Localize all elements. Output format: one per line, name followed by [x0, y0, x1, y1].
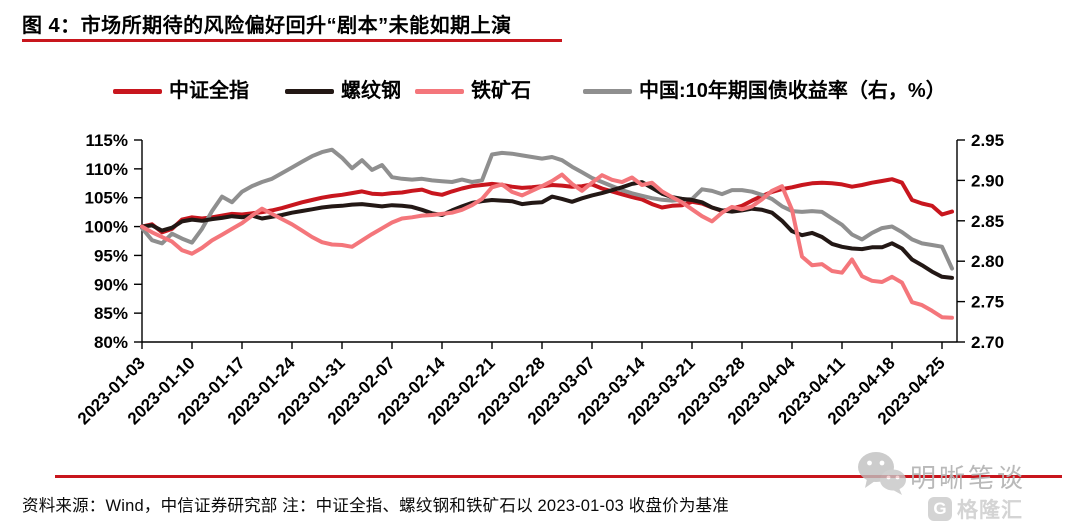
series-line-csi-all-share: [140, 177, 954, 235]
figure-title: 图 4：市场所期待的风险偏好回升“剧本”未能如期上演: [22, 15, 512, 37]
y-left-tick-label: 90%: [94, 275, 128, 294]
y-right-tick-label: 2.70: [971, 333, 1004, 352]
legend-item-iron-ore: 铁矿石: [415, 80, 531, 102]
series-line-rebar: [140, 180, 954, 280]
y-right-tick-label: 2.90: [971, 171, 1004, 190]
legend-line-sample-rebar: [285, 88, 334, 94]
legend-line-sample-cgb-10y-yield: [583, 88, 632, 94]
series-line-cgb-10y-yield: [140, 147, 954, 271]
y-right-tick-label: 2.85: [971, 212, 1004, 231]
gelonghui-logo-icon: G: [928, 497, 952, 521]
source-note: 资料来源：Wind，中信证券研究部 注：中证全指、螺纹钢和铁矿石以 2023-0…: [22, 497, 729, 515]
legend-label-iron-ore: 铁矿石: [471, 80, 531, 102]
legend-line-sample-csi-all-share: [113, 88, 162, 94]
legend-label-rebar: 螺纹钢: [341, 80, 401, 102]
legend-line-sample-iron-ore: [415, 88, 464, 94]
y-right-tick-label: 2.95: [971, 131, 1004, 150]
y-left-tick-label: 95%: [94, 246, 128, 265]
series-line-iron-ore: [140, 172, 954, 320]
legend-item-cgb-10y-yield: 中国:10年期国债收益率（右，%）: [583, 80, 946, 102]
y-right-tick-label: 2.80: [971, 252, 1004, 271]
y-left-tick-label: 80%: [94, 333, 128, 352]
wechat-icon: [858, 452, 906, 495]
title-underline-rule: [22, 39, 562, 42]
y-left-tick-label: 110%: [85, 160, 128, 179]
y-left-tick-label: 105%: [85, 189, 128, 208]
footer-divider-rule: [55, 475, 1062, 478]
wechat-account-watermark: 明晰笔谈: [910, 463, 1027, 493]
gelonghui-logo-text: 格隆汇: [957, 499, 1023, 522]
gelonghui-logo: G 格隆汇: [928, 494, 1023, 524]
y-right-tick-label: 2.75: [971, 293, 1004, 312]
legend-label-csi-all-share: 中证全指: [169, 80, 249, 102]
y-left-tick-label: 115%: [85, 131, 128, 150]
y-left-tick-label: 85%: [94, 304, 128, 323]
legend-item-rebar: 螺纹钢: [285, 80, 401, 102]
legend-item-csi-all-share: 中证全指: [113, 80, 249, 102]
legend-label-cgb-10y-yield: 中国:10年期国债收益率（右，%）: [639, 80, 946, 102]
y-left-tick-label: 100%: [85, 218, 128, 237]
